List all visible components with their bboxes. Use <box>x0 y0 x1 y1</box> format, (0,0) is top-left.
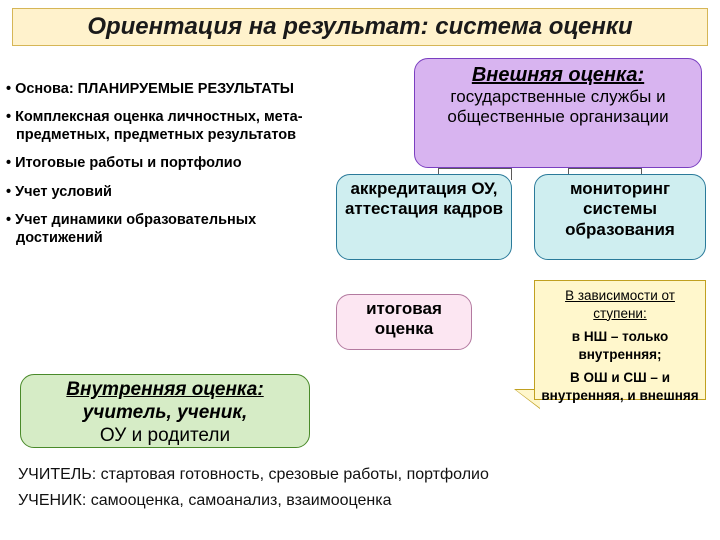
footer-notes: УЧИТЕЛЬ: стартовая готовность, срезовые … <box>18 462 698 513</box>
list-item: Основа: ПЛАНИРУЕМЫЕ РЕЗУЛЬТАТЫ <box>6 80 336 98</box>
stage-note-callout: В зависимости от ступени: в НШ – только … <box>534 280 706 400</box>
slide-title: Ориентация на результат: система оценки <box>12 8 708 46</box>
internal-evaluation-box: Внутренняя оценка: учитель, ученик, ОУ и… <box>20 374 310 448</box>
footer-teacher: УЧИТЕЛЬ: стартовая готовность, срезовые … <box>18 462 698 488</box>
accreditation-box: аккредитация ОУ, аттестация кадров <box>336 174 512 260</box>
external-body: государственные службы и общественные ор… <box>421 87 695 128</box>
list-item: Итоговые работы и портфолио <box>6 154 336 172</box>
footer-student: УЧЕНИК: самооценка, самоанализ, взаимооц… <box>18 488 698 514</box>
external-heading: Внешняя оценка: <box>421 63 695 87</box>
monitoring-box: мониторинг системы образования <box>534 174 706 260</box>
internal-heading: Внутренняя оценка: <box>66 379 263 400</box>
list-item: Учет динамики образовательных достижений <box>6 211 336 247</box>
callout-line2: В ОШ и СШ – и внутренняя, и внешняя <box>541 369 699 404</box>
list-item: Комплексная оценка личностных, мета-пред… <box>6 108 336 144</box>
internal-line2: ОУ и родители <box>100 425 230 446</box>
callout-head: В зависимости от ступени: <box>541 287 699 322</box>
external-evaluation-box: Внешняя оценка: государственные службы и… <box>414 58 702 168</box>
internal-line1: учитель, ученик, <box>83 402 248 423</box>
list-item: Учет условий <box>6 183 336 201</box>
principles-list: Основа: ПЛАНИРУЕМЫЕ РЕЗУЛЬТАТЫ Комплексн… <box>6 80 336 257</box>
final-evaluation-box: итоговая оценка <box>336 294 472 350</box>
callout-line1: в НШ – только внутренняя; <box>541 328 699 363</box>
